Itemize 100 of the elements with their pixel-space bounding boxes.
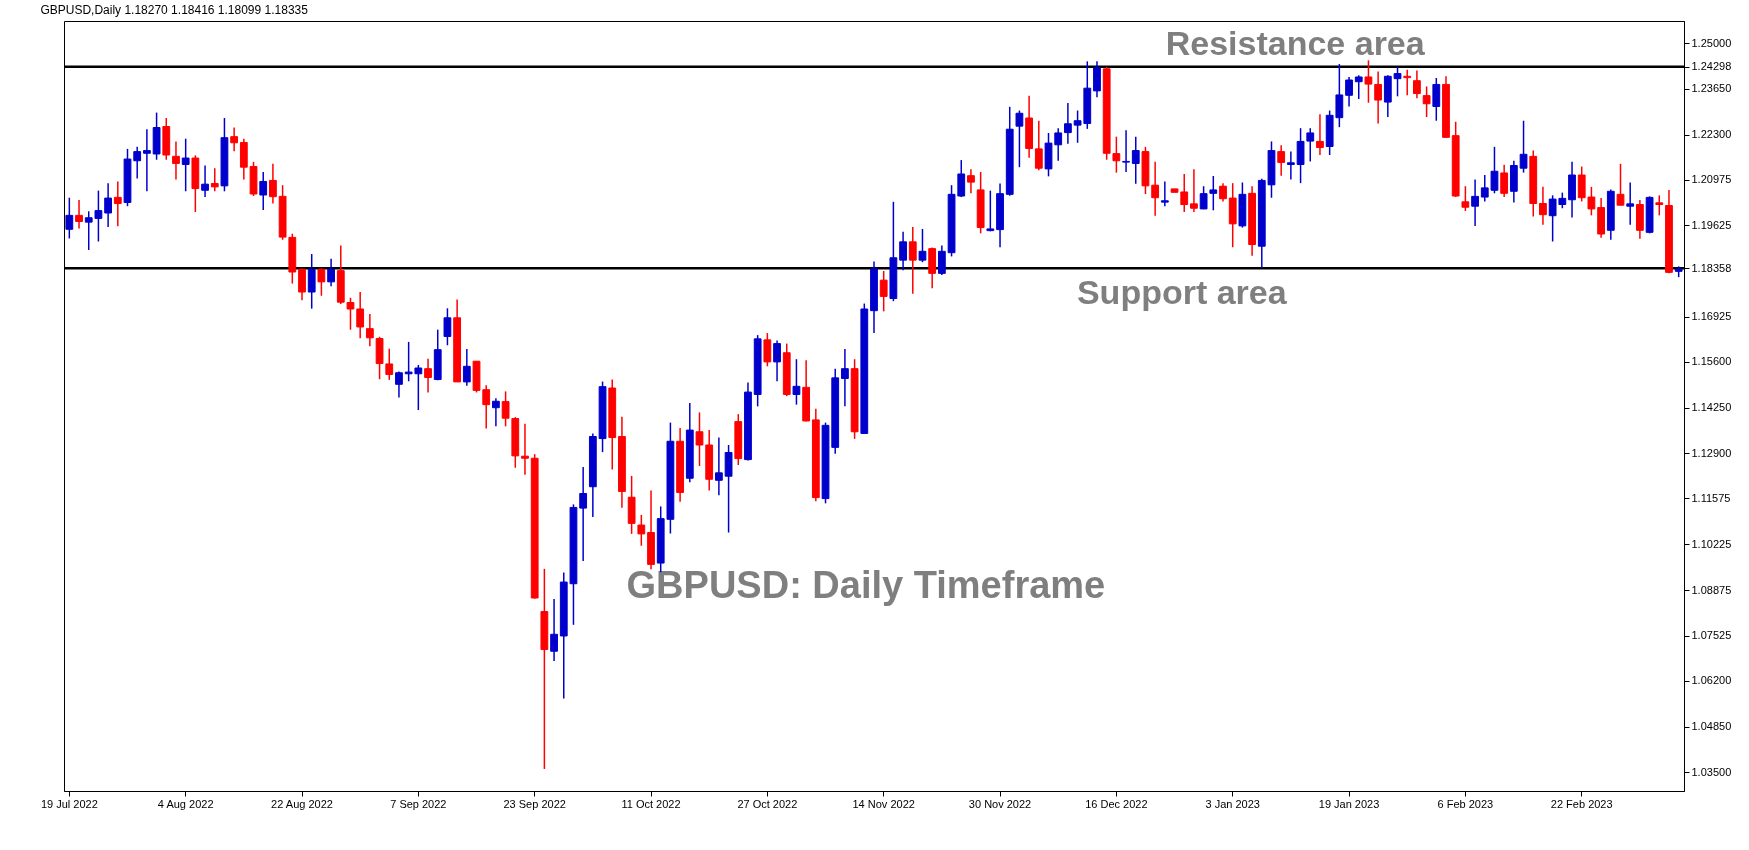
x-tick-label: 27 Oct 2022 [737,797,798,810]
candlestick [327,258,335,288]
candlestick [104,182,112,228]
candlestick [365,313,374,348]
annotation: GBPUSD: Daily Timeframe [626,563,1106,606]
candlestick [1461,185,1470,212]
candlestick [1286,150,1295,181]
y-tick-label: 1.06200 [1691,674,1732,687]
x-tick-label: 4 Aug 2022 [157,797,214,810]
candlestick [75,199,83,230]
candlestick [521,422,529,476]
candlestick [1471,178,1479,227]
y-tick-label: 1.12900 [1691,446,1732,459]
candlestick [1403,69,1412,97]
candlestick [181,137,190,193]
candlestick [492,397,500,428]
candlestick [1277,144,1286,177]
x-tick-label: 7 Sep 2022 [390,797,447,810]
candlestick [210,167,219,193]
x-tick-label: 16 Dec 2022 [1085,797,1148,810]
candlestick [1093,60,1101,99]
candlestick [841,348,849,408]
y-tick-label: 1.25000 [1691,36,1732,49]
candlestick [307,253,316,310]
candlestick [1626,181,1635,226]
candlestick [462,348,471,387]
candlestick [1190,168,1198,213]
candlestick [1364,59,1373,104]
ref-line-label: Support area [1076,273,1288,312]
x-tick-label: 19 Jan 2023 [1318,797,1380,810]
candlestick [1219,182,1227,203]
x-tick-label: 30 Nov 2022 [968,797,1032,810]
candlestick [1422,85,1431,118]
candlestick [1432,77,1441,122]
candlestick [637,514,646,547]
x-tick-label: 6 Feb 2023 [1437,797,1494,810]
candlestick [143,128,151,193]
candlestick [1616,163,1625,206]
candlestick [908,226,917,295]
y-tick-label: 1.07525 [1691,629,1732,642]
x-tick-label: 23 Sep 2022 [503,797,566,810]
y-tick-label: 1.03500 [1691,765,1732,778]
y-tick-label: 1.23650 [1691,82,1732,95]
ref-line-label: Resistance area [1165,23,1426,62]
candlestick [259,171,268,211]
candlestick [763,332,772,368]
y-tick-label: 1.19625 [1691,218,1732,231]
candlestick [1374,70,1383,125]
candlestick [1316,113,1324,156]
chart-title: GBPUSD,Daily 1.18270 1.18416 1.18099 1.18335 [40,3,309,17]
candlestick [1354,74,1363,100]
x-tick-label: 11 Oct 2022 [621,797,681,810]
candlestick [1131,135,1140,185]
y-tick-label: 1.15600 [1691,355,1732,368]
candlestick [1655,194,1664,217]
y-tick-label: 1.04850 [1691,720,1732,733]
candlestick [1160,180,1169,207]
candlestick [298,267,306,301]
candlestick [1151,161,1160,217]
candlestick [269,163,277,205]
candlestick [714,436,723,496]
candlestick [937,244,946,276]
candlestick [724,444,733,534]
y-tick-label: 1.20975 [1691,173,1732,186]
candlestick [1034,119,1043,171]
y-tick-label: 1.11575 [1691,491,1731,504]
candlestick [792,358,801,406]
candlestick [918,228,927,263]
candlestick [65,196,74,240]
candlestick [879,270,888,313]
y-tick-label: 1.16925 [1691,310,1732,323]
candlestick [1015,109,1024,168]
candlestick [1413,69,1421,100]
candlestick [1122,129,1130,173]
candlestick [230,126,239,153]
y-tick-label: 1.10225 [1691,537,1732,550]
x-tick-label: 22 Feb 2023 [1550,797,1613,810]
candlestick [201,164,209,198]
candlestick [172,140,180,181]
candlestick [1539,186,1547,226]
candlestick [395,370,403,399]
candlestick [424,358,432,394]
candlestick [1500,164,1509,198]
y-tick-label: 1.18358 [1691,261,1732,274]
y-tick-label: 1.24298 [1691,60,1732,73]
candlestick [986,189,995,233]
candlestick [899,230,907,272]
candlestick [1519,119,1528,174]
candlestick [113,180,122,227]
x-tick-label: 19 Jul 2022 [40,797,98,810]
y-tick-label: 1.14250 [1691,401,1732,414]
candlestick [967,168,975,195]
x-tick-label: 14 Nov 2022 [852,797,915,810]
x-tick-label: 22 Aug 2022 [271,797,333,810]
y-tick-label: 1.22300 [1691,128,1732,141]
candlestick [1064,102,1072,145]
candlestick [550,598,558,662]
candlestick [1345,76,1353,108]
y-tick-label: 1.08875 [1691,583,1732,596]
candlestick [443,307,452,347]
